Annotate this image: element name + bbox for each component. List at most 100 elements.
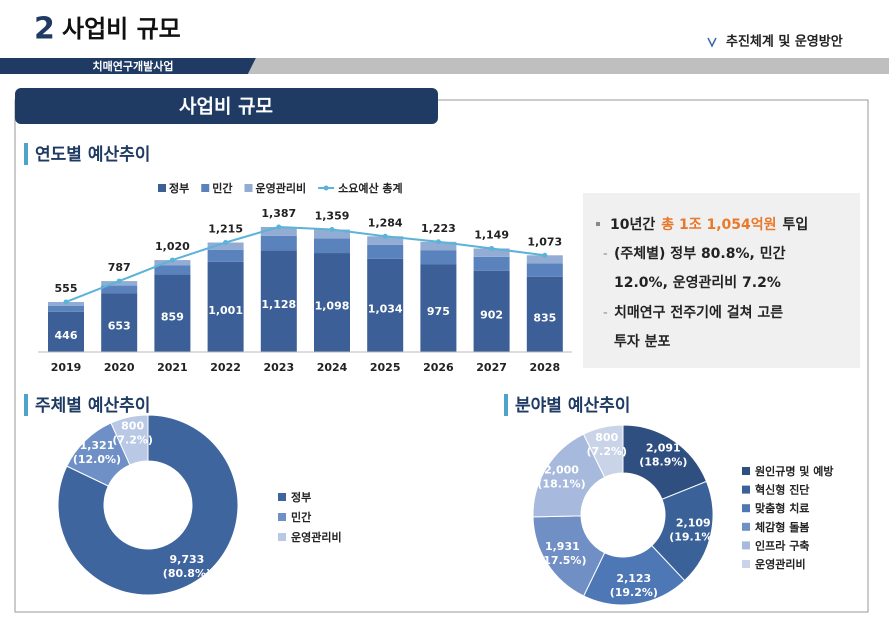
legend-swatch — [742, 504, 750, 513]
total-label: 1,359 — [315, 210, 350, 223]
legend-swatch — [742, 541, 750, 550]
x-tick-label: 2020 — [104, 361, 135, 374]
legend-swatch — [278, 513, 286, 521]
x-tick-label: 2021 — [157, 361, 188, 374]
line-point — [542, 252, 548, 258]
line-point — [382, 233, 388, 239]
x-tick-label: 2024 — [317, 361, 348, 374]
program-bar — [0, 58, 256, 74]
line-point — [116, 278, 122, 284]
bar-segment — [314, 253, 350, 352]
legend-label: 정부 — [291, 490, 311, 504]
bar-segment — [207, 261, 244, 352]
x-tick-label: 2019 — [51, 361, 82, 374]
legend-swatch — [742, 560, 750, 568]
program-label: 치매연구개발사업 — [93, 59, 174, 73]
x-tick-label: 2023 — [263, 361, 294, 374]
slice-percent-label: (19.1%) — [669, 531, 717, 544]
slice-percent-label: (17.5%) — [538, 554, 586, 567]
bar-value-label: 1,098 — [315, 300, 350, 313]
summary-text: 12.0%, 운영관리비 7.2% — [614, 274, 781, 291]
bar-segment — [260, 250, 297, 352]
slice-percent-label: (7.2%) — [112, 434, 153, 447]
slice-value-label: 2,123 — [616, 572, 651, 585]
bar-segment — [207, 249, 244, 262]
bar-segment — [473, 270, 510, 352]
bar-value-label: 859 — [161, 310, 184, 323]
bar-value-label: 975 — [427, 305, 450, 318]
bar-segment — [314, 229, 350, 239]
section-number: 2 — [34, 12, 55, 47]
bar-segment — [367, 244, 404, 259]
chevron — [707, 37, 717, 48]
bar-value-label: 1,128 — [261, 298, 296, 311]
slice-percent-label: (12.0%) — [73, 453, 121, 466]
slice-value-label: 2,109 — [676, 517, 711, 530]
legend-label: 운영관리비 — [256, 181, 307, 195]
bar-value-label: 446 — [55, 329, 78, 342]
legend-swatch — [201, 184, 210, 192]
bar-segment — [367, 236, 404, 245]
x-tick-label: 2027 — [476, 361, 507, 374]
legend-swatch — [158, 184, 166, 192]
bar-segment — [48, 311, 84, 352]
legend-label: 민간 — [291, 510, 311, 524]
legend-label: 체감형 돌봄 — [755, 520, 809, 534]
legend-label: 민간 — [212, 181, 232, 195]
dash: - — [603, 247, 608, 262]
slice-percent-label: (18.9%) — [639, 455, 687, 468]
total-line — [65, 225, 545, 303]
summary-box — [583, 193, 860, 368]
line-point — [435, 239, 441, 245]
grey-bar — [248, 58, 889, 74]
bar-value-label: 1,001 — [208, 304, 243, 317]
chart-title: 연도별 예산추이 — [35, 145, 150, 165]
legend-swatch — [278, 533, 286, 541]
bar-segment — [526, 255, 563, 264]
bar-segment — [314, 238, 350, 254]
slice-percent-label: (80.8%) — [163, 567, 211, 580]
x-tick-label: 2028 — [529, 361, 560, 374]
line-point — [63, 299, 69, 305]
line-point — [276, 224, 282, 230]
bar-segment — [420, 250, 457, 265]
total-label: 1,223 — [421, 222, 456, 235]
page-title: 사업비 규모 — [62, 15, 181, 43]
line-point — [489, 245, 495, 251]
slice-value-label: 2,091 — [646, 441, 681, 454]
bar-segment — [526, 263, 563, 277]
panel — [14, 99, 869, 613]
legend-label: 정부 — [169, 181, 189, 195]
bar-value-label: 1,034 — [368, 302, 403, 315]
bar-segment — [154, 274, 191, 352]
legend-swatch — [742, 485, 750, 494]
x-tick-label: 2026 — [423, 361, 454, 374]
bar-segment — [101, 285, 138, 294]
legend-label: 인프라 구축 — [755, 538, 809, 552]
bar-segment — [367, 258, 404, 352]
heading-marker — [24, 394, 28, 416]
section-tab — [15, 88, 438, 124]
slice-value-label: 9,733 — [170, 553, 205, 566]
legend-label: 소요예산 총계 — [338, 181, 403, 195]
slice-value-label: 800 — [121, 420, 144, 433]
breadcrumb: 추진체계 및 운영방안 — [726, 34, 843, 50]
legend-label: 맞춤형 치료 — [755, 501, 809, 515]
slice-value-label: 1,931 — [545, 540, 580, 553]
line-point — [223, 240, 229, 246]
legend-swatch — [278, 493, 286, 501]
bar-segment — [101, 293, 138, 352]
legend-label: 운영관리비 — [755, 557, 806, 571]
summary-text: (주체별) 정부 80.8%, 민간 — [614, 245, 786, 262]
chart-title: 주체별 예산추이 — [35, 396, 150, 416]
bar-segment — [420, 264, 457, 352]
donut-slice — [110, 414, 149, 466]
line-point — [329, 227, 335, 233]
summary-line: 10년간 총 1조 1,054억원 투입 — [610, 216, 808, 233]
dash: - — [603, 306, 608, 321]
bar-value-label: 653 — [108, 320, 131, 333]
bar-segment — [260, 227, 297, 236]
bar-value-label: 902 — [480, 308, 503, 321]
legend-label: 원인규명 및 예방 — [755, 464, 834, 478]
